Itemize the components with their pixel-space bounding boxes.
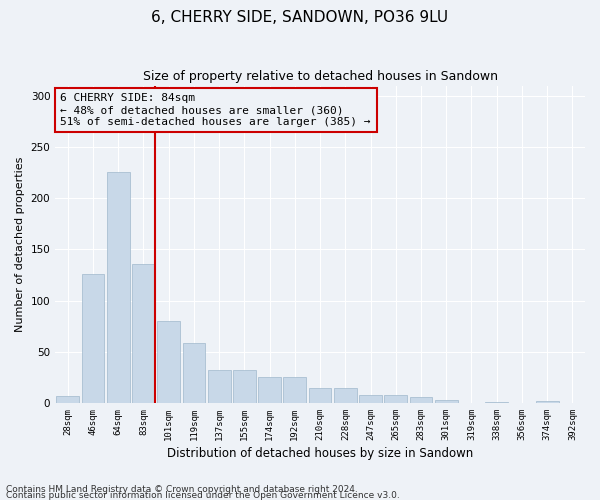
Bar	[132, 264, 155, 403]
Bar	[485, 402, 508, 403]
Bar	[536, 401, 559, 403]
Bar	[283, 378, 306, 403]
Bar	[233, 370, 256, 403]
X-axis label: Distribution of detached houses by size in Sandown: Distribution of detached houses by size …	[167, 447, 473, 460]
Text: Contains public sector information licensed under the Open Government Licence v3: Contains public sector information licen…	[6, 491, 400, 500]
Bar	[258, 378, 281, 403]
Bar	[385, 395, 407, 403]
Bar	[410, 397, 433, 403]
Bar	[334, 388, 356, 403]
Bar	[107, 172, 130, 403]
Y-axis label: Number of detached properties: Number of detached properties	[15, 156, 25, 332]
Text: Contains HM Land Registry data © Crown copyright and database right 2024.: Contains HM Land Registry data © Crown c…	[6, 485, 358, 494]
Bar	[56, 396, 79, 403]
Text: 6, CHERRY SIDE, SANDOWN, PO36 9LU: 6, CHERRY SIDE, SANDOWN, PO36 9LU	[151, 10, 449, 25]
Bar	[182, 342, 205, 403]
Text: 6 CHERRY SIDE: 84sqm
← 48% of detached houses are smaller (360)
51% of semi-deta: 6 CHERRY SIDE: 84sqm ← 48% of detached h…	[61, 94, 371, 126]
Bar	[157, 321, 180, 403]
Bar	[359, 395, 382, 403]
Bar	[82, 274, 104, 403]
Title: Size of property relative to detached houses in Sandown: Size of property relative to detached ho…	[143, 70, 497, 83]
Bar	[208, 370, 230, 403]
Bar	[435, 400, 458, 403]
Bar	[309, 388, 331, 403]
